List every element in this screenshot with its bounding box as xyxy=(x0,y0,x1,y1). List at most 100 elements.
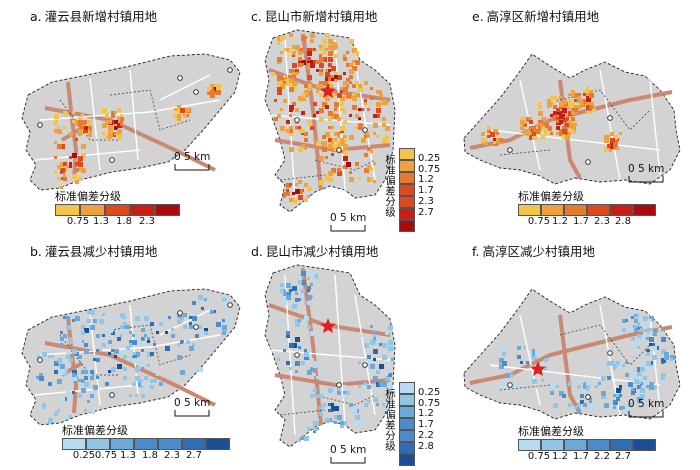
township-boundary xyxy=(499,384,551,391)
hotspot-cell xyxy=(553,96,557,100)
hotspot-cell xyxy=(219,301,224,306)
hotspot-cell xyxy=(105,382,109,386)
hotspot-cell xyxy=(607,376,611,380)
hotspot-cell xyxy=(352,84,356,88)
hotspot-cell xyxy=(613,144,618,149)
hotspot-cell xyxy=(87,120,92,125)
hotspot-cell xyxy=(129,331,132,334)
hotspot-cell xyxy=(562,135,566,139)
panel-letter: b. xyxy=(30,244,42,259)
hotspot-cell xyxy=(358,126,362,130)
hotspot-cell xyxy=(304,84,308,88)
hotspot-cell xyxy=(189,346,194,351)
hotspot-cell xyxy=(102,343,106,347)
hotspot-cell xyxy=(304,436,309,441)
hotspot-cell xyxy=(183,325,187,329)
hotspot-cell xyxy=(382,382,387,387)
hotspot-cell xyxy=(307,195,310,198)
hotspot-cell xyxy=(289,129,293,133)
hotspot-cell xyxy=(316,60,320,64)
hotspot-cell xyxy=(286,183,291,188)
hotspot-cell xyxy=(39,373,43,377)
hotspot-cell xyxy=(382,123,386,127)
hotspot-cell xyxy=(108,120,112,124)
road xyxy=(489,364,661,386)
hotspot-cell xyxy=(604,403,609,408)
hotspot-cell xyxy=(60,144,65,149)
hotspot-cell xyxy=(63,174,66,177)
hotspot-cell xyxy=(583,99,588,104)
hotspot-cell xyxy=(120,117,124,121)
hotspot-cell xyxy=(280,289,284,293)
hotspot-cell xyxy=(640,394,645,399)
hotspot-cell xyxy=(385,126,390,131)
hotspot-cell xyxy=(355,114,359,118)
hotspot-cell xyxy=(210,93,215,98)
hotspot-cell xyxy=(628,382,633,387)
hotspot-cell xyxy=(114,355,117,358)
hotspot-cell xyxy=(108,370,111,373)
hotspot-cell xyxy=(307,301,311,305)
hotspot-cell xyxy=(589,93,594,98)
hotspot-cell xyxy=(90,394,94,398)
hotspot-cell xyxy=(289,132,293,136)
hotspot-cell xyxy=(664,352,669,357)
hotspot-cell xyxy=(280,84,285,89)
road xyxy=(159,74,211,101)
hotspot-cell xyxy=(373,114,377,118)
legend: 标准偏差分级 0.75 1.2 1.7 2.3 2.8 xyxy=(518,188,656,228)
hotspot-cell xyxy=(520,117,525,122)
hotspot-cell xyxy=(313,138,316,141)
hotspot-cell xyxy=(222,331,226,335)
hotspot-cell xyxy=(568,123,573,128)
hotspot-cell xyxy=(343,111,346,114)
hotspot-cell xyxy=(556,117,561,122)
hotspot-cell xyxy=(57,144,62,149)
hotspot-cells xyxy=(277,268,394,442)
hotspot-cell xyxy=(532,379,537,384)
hotspot-cell xyxy=(358,421,363,426)
hotspot-cell xyxy=(189,322,192,325)
hotspot-cell xyxy=(60,370,65,375)
hotspot-cell xyxy=(81,325,85,329)
hotspot-cell xyxy=(222,301,227,306)
hotspot-cell xyxy=(322,147,327,152)
hotspot-cell xyxy=(177,301,181,305)
hotspot-cell xyxy=(310,33,315,38)
legend-tick: 1.2 xyxy=(418,408,434,420)
hotspot-cell xyxy=(72,391,75,394)
hotspot-cell xyxy=(664,355,669,360)
hotspot-cell xyxy=(628,403,632,407)
hotspot-cell xyxy=(114,111,117,114)
hotspot-cell xyxy=(334,75,338,79)
hotspot-cell xyxy=(54,120,58,124)
hotspot-cell xyxy=(289,78,294,83)
hotspot-cell xyxy=(84,129,88,133)
hotspot-cell xyxy=(343,150,348,155)
hotspot-cell xyxy=(502,352,506,356)
hotspot-cell xyxy=(490,132,495,137)
hotspot-cell xyxy=(388,325,393,330)
hotspot-cell xyxy=(69,165,72,168)
hotspot-cell xyxy=(298,96,303,101)
hotspot-cell xyxy=(382,343,387,348)
hotspot-cell xyxy=(274,117,278,121)
hotspot-cell xyxy=(310,358,314,362)
hotspot-cell xyxy=(535,129,540,134)
hotspot-cell xyxy=(117,129,122,134)
hotspot-cell xyxy=(652,343,655,346)
hotspot-cell xyxy=(352,60,355,63)
hotspot-cell xyxy=(54,370,58,374)
hotspot-cell xyxy=(277,36,282,41)
hotspot-cell xyxy=(577,409,581,413)
hotspot-cell xyxy=(346,78,350,82)
hotspot-cell xyxy=(111,367,116,372)
hotspot-cell xyxy=(295,292,298,295)
hotspot-cell xyxy=(283,36,286,39)
hotspot-cell xyxy=(349,81,352,84)
hotspot-cell xyxy=(156,331,159,334)
hotspot-cell xyxy=(553,117,556,120)
hotspot-cell xyxy=(66,325,71,330)
hotspot-cell xyxy=(289,183,292,186)
hotspot-cell xyxy=(589,403,593,407)
